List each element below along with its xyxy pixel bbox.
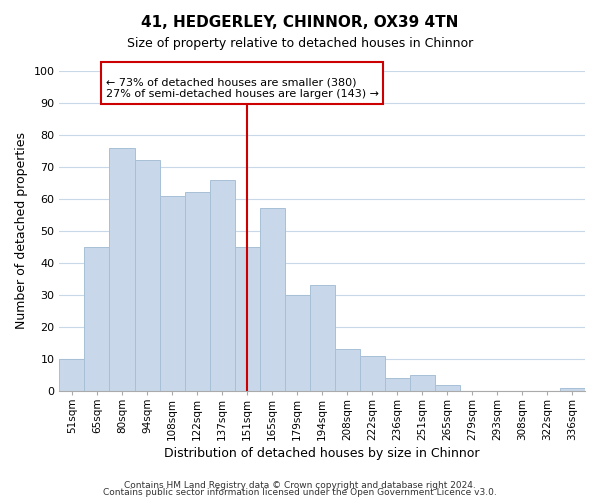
Bar — [59, 359, 85, 391]
Bar — [85, 247, 109, 391]
Bar — [410, 375, 435, 391]
Y-axis label: Number of detached properties: Number of detached properties — [15, 132, 28, 330]
Bar — [260, 208, 284, 391]
X-axis label: Distribution of detached houses by size in Chinnor: Distribution of detached houses by size … — [164, 447, 480, 460]
Text: 41, HEDGERLEY, CHINNOR, OX39 4TN: 41, HEDGERLEY, CHINNOR, OX39 4TN — [142, 15, 458, 30]
Bar — [160, 196, 185, 391]
Bar — [335, 350, 360, 391]
Bar — [310, 286, 335, 391]
Bar — [560, 388, 585, 391]
Bar — [360, 356, 385, 391]
Bar — [435, 384, 460, 391]
Text: Size of property relative to detached houses in Chinnor: Size of property relative to detached ho… — [127, 38, 473, 51]
Text: 41 HEDGERLEY: 154sqm: 41 HEDGERLEY: 154sqm — [106, 66, 256, 76]
Bar — [109, 148, 134, 391]
Bar — [134, 160, 160, 391]
Bar — [235, 247, 260, 391]
Bar — [185, 192, 209, 391]
Bar — [385, 378, 410, 391]
Bar — [209, 180, 235, 391]
Text: Contains HM Land Registry data © Crown copyright and database right 2024.: Contains HM Land Registry data © Crown c… — [124, 480, 476, 490]
Bar — [284, 295, 310, 391]
Text: Contains public sector information licensed under the Open Government Licence v3: Contains public sector information licen… — [103, 488, 497, 497]
Text: ← 73% of detached houses are smaller (380)
27% of semi-detached houses are large: ← 73% of detached houses are smaller (38… — [106, 66, 379, 99]
